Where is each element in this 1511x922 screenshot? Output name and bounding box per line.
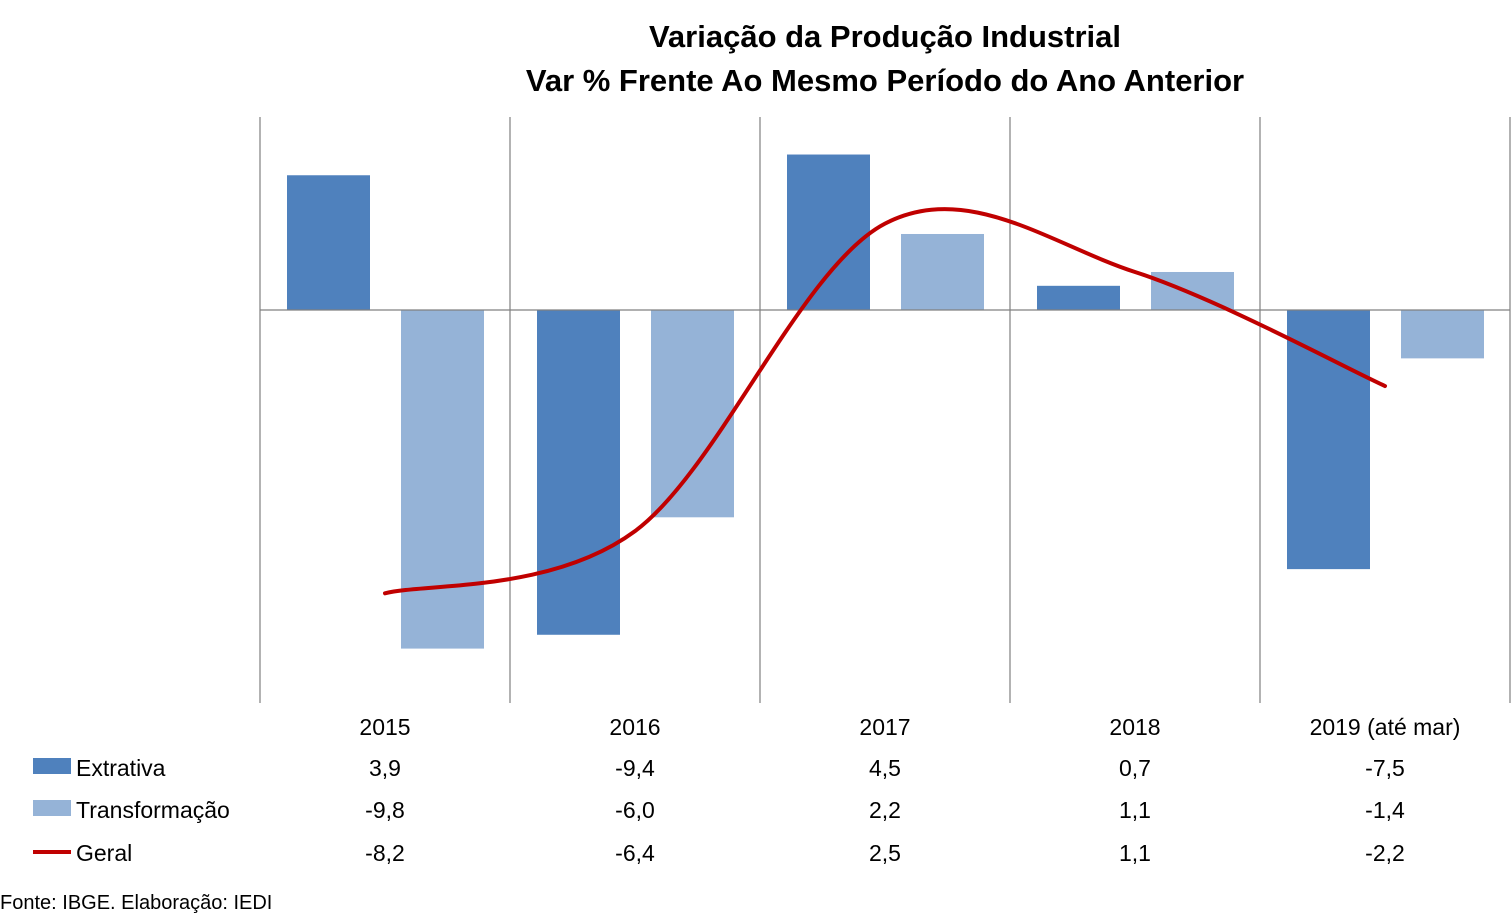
data-label-extrativa: 0,7: [1119, 755, 1151, 781]
data-label-transformação: -9,8: [365, 797, 405, 823]
data-label-geral: 1,1: [1119, 840, 1151, 866]
data-label-extrativa: -7,5: [1365, 755, 1405, 781]
bars-layer: [287, 154, 1484, 649]
data-label-geral: -2,2: [1365, 840, 1405, 866]
chart-title: Variação da Produção Industrial: [648, 19, 1122, 54]
legend-label-geral: Geral: [76, 840, 132, 866]
data-label-geral: -8,2: [365, 840, 405, 866]
data-label-transformação: -6,0: [615, 797, 655, 823]
chart-subtitle: Var % Frente Ao Mesmo Período do Ano Ant…: [525, 63, 1245, 98]
category-label: 2017: [859, 714, 910, 740]
data-label-transformação: 2,2: [869, 797, 901, 823]
data-label-transformação: -1,4: [1365, 797, 1405, 823]
category-label: 2016: [609, 714, 660, 740]
chart-area: 2015 2016 2017 2018 2019 (até mar) Extrativa 3…: [33, 117, 1511, 866]
series-line-geral: [383, 207, 1387, 596]
bar-transformação-2016: [651, 310, 734, 518]
bar-extrativa-2019: [1287, 310, 1370, 570]
category-label: 2019 (até mar): [1310, 714, 1461, 740]
bar-transformação-2017: [901, 233, 984, 310]
legend-swatch-extrativa: [33, 758, 71, 774]
data-label-extrativa: 4,5: [869, 755, 901, 781]
data-table: 2015 2016 2017 2018 2019 (até mar) Extrativa 3…: [33, 714, 1460, 866]
data-label-transformação: 1,1: [1119, 797, 1151, 823]
line-layer: [383, 207, 1387, 596]
data-label-extrativa: 3,9: [369, 755, 401, 781]
category-label: 2018: [1109, 714, 1160, 740]
bar-transformação-2018: [1151, 271, 1234, 310]
bar-extrativa-2017: [787, 154, 870, 310]
source-note: Fonte: IBGE. Elaboração: IEDI: [0, 892, 273, 914]
category-label: 2015: [359, 714, 410, 740]
legend-swatch-transformação: [33, 800, 71, 816]
axes-layer: [259, 117, 1511, 703]
bar-extrativa-2016: [537, 310, 620, 635]
bar-extrativa-2018: [1037, 285, 1120, 310]
data-label-geral: 2,5: [869, 840, 901, 866]
data-label-geral: -6,4: [615, 840, 655, 866]
legend-label-transformação: Transformação: [76, 797, 230, 823]
legend-label-extrativa: Extrativa: [76, 755, 166, 781]
bar-transformação-2015: [401, 310, 484, 649]
bar-extrativa-2015: [287, 175, 370, 310]
bar-transformação-2019: [1401, 310, 1484, 359]
data-label-extrativa: -9,4: [615, 755, 655, 781]
